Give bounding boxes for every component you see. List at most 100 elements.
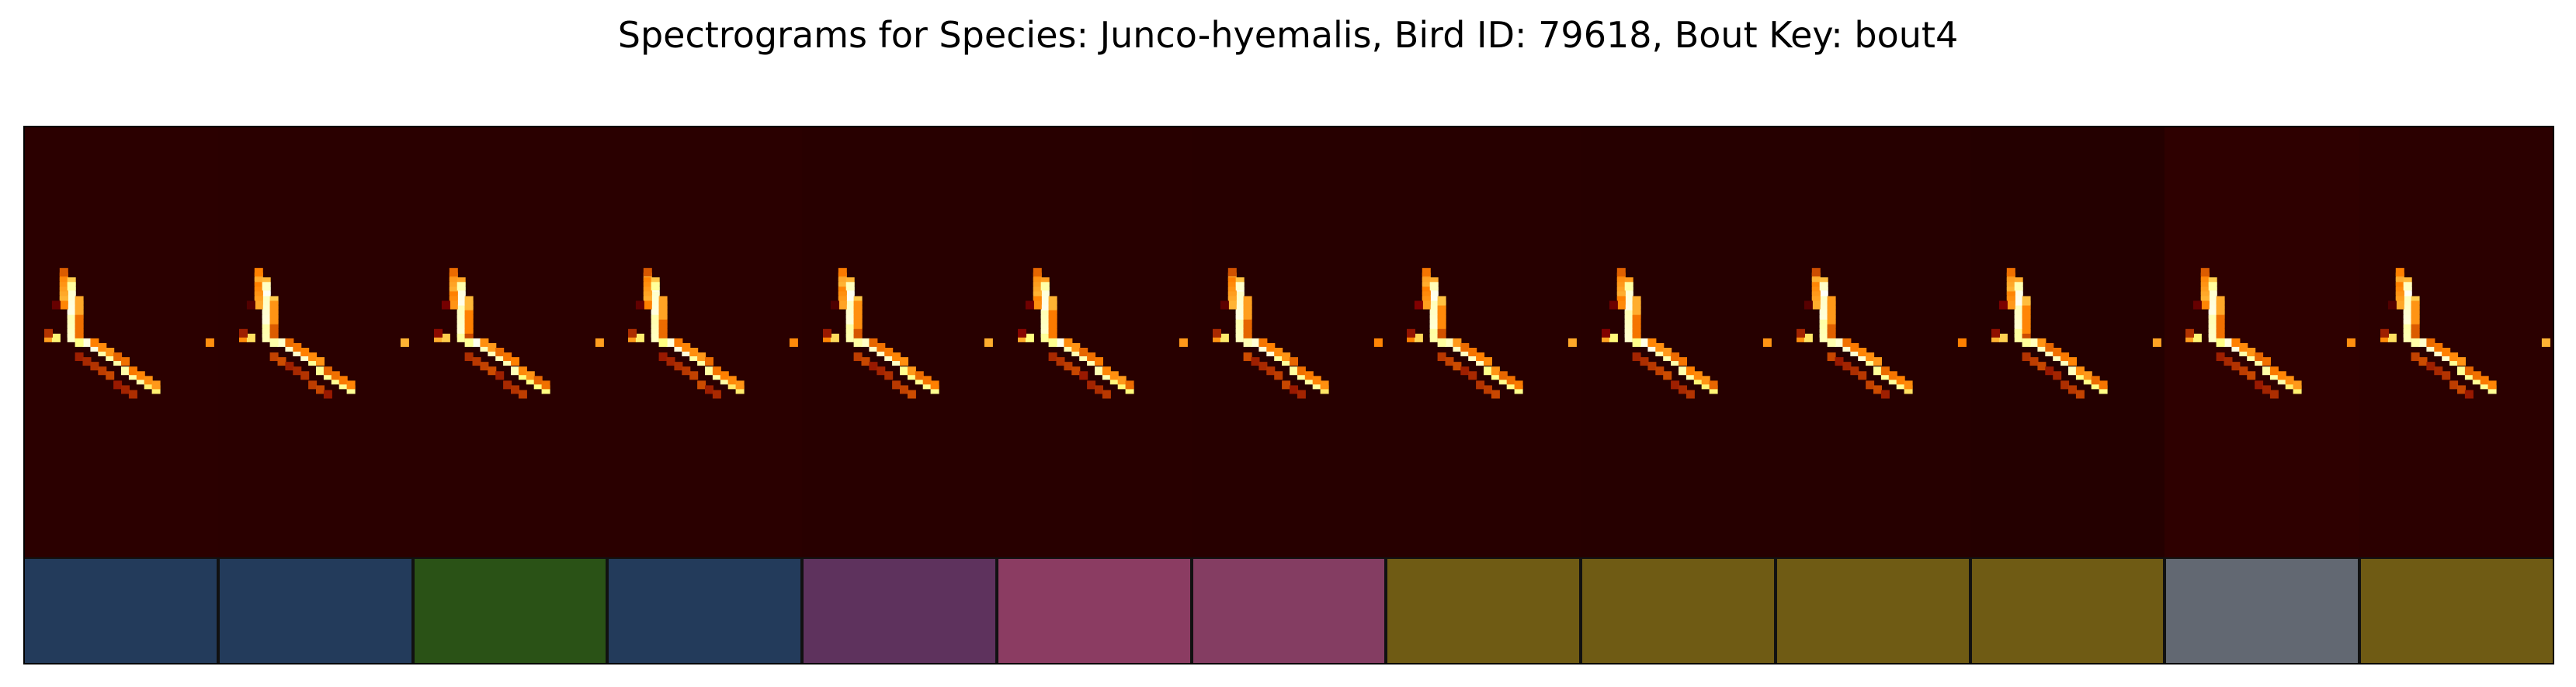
spectrogram-bin <box>239 328 248 338</box>
spectrogram-bin <box>323 390 332 399</box>
spectrogram-bin <box>1040 286 1050 296</box>
spectrogram-bin <box>128 366 137 376</box>
spectrogram-bin <box>1827 338 1836 347</box>
spectrogram-bin <box>853 305 863 314</box>
spectrogram-bin <box>2487 385 2497 394</box>
spectrogram-bin <box>75 324 84 333</box>
spectrogram-bin <box>323 366 332 376</box>
spectrogram-bin <box>1235 291 1245 300</box>
spectrogram-bin <box>658 314 668 324</box>
spectrogram-bin <box>2418 357 2428 366</box>
spectrogram-bin <box>2022 324 2031 333</box>
spectrogram-bin <box>1506 376 1515 385</box>
spectrogram-bin <box>823 328 831 338</box>
cluster-color-cell <box>2165 557 2359 664</box>
spectrogram-bin <box>2403 286 2412 296</box>
spectrogram-bin <box>308 380 318 390</box>
spectrogram-bin <box>67 305 76 314</box>
spectrogram-bin <box>674 362 683 371</box>
spectrogram-bin <box>1701 376 1710 385</box>
spectrogram-bin <box>2216 333 2225 342</box>
spectrogram-bin <box>869 342 878 352</box>
spectrogram-bin <box>845 324 855 333</box>
spectrogram-bin <box>44 333 53 342</box>
spectrogram-bin <box>1320 385 1329 394</box>
spectrogram-bin <box>254 268 263 277</box>
spectrogram-bin <box>464 300 474 310</box>
spectrogram-bin <box>293 342 302 352</box>
spectrogram-bin <box>1866 352 1875 362</box>
spectrogram-bin <box>712 371 721 380</box>
spectrogram-bin <box>861 357 870 366</box>
spectrogram-bin <box>59 282 68 291</box>
spectrogram-bin <box>1243 328 1252 338</box>
spectrogram-bin <box>1624 286 1633 296</box>
spectrogram-bin <box>1624 333 1633 342</box>
spectrogram-bin <box>2068 366 2077 376</box>
spectrogram-bin <box>1880 390 1890 399</box>
spectrogram-bin <box>845 291 855 300</box>
spectrogram-bin <box>1087 357 1096 366</box>
spectrogram-bin <box>1460 348 1470 356</box>
spectrogram-bin <box>823 333 831 342</box>
spectrogram-bin <box>2403 282 2412 291</box>
spectrogram-bin <box>853 328 863 338</box>
spectrogram-bin <box>1079 352 1088 362</box>
spectrogram-bin <box>1297 390 1306 399</box>
spectrogram-bin <box>1827 328 1836 338</box>
spectrogram-bin <box>2014 310 2023 319</box>
spectrogram-bin <box>2037 342 2047 352</box>
spectrogram-bin <box>1297 366 1306 376</box>
spectrogram-bin <box>67 314 76 324</box>
spectrogram-bin <box>1819 314 1828 324</box>
spectrogram-bin <box>300 371 310 380</box>
spectrogram-bin <box>1235 314 1245 324</box>
spectrogram-bin <box>907 390 916 399</box>
spectrogram-bin <box>1251 357 1260 366</box>
spectrogram-bin <box>727 380 737 390</box>
spectrogram-bin <box>674 342 683 352</box>
spectrogram-bin <box>2216 305 2225 314</box>
spectrogram-bin <box>1709 385 1718 394</box>
spectrogram-bin <box>1624 277 1633 286</box>
spectrogram-bin <box>845 328 855 338</box>
spectrogram-bin <box>457 319 466 328</box>
spectrogram-bin <box>75 314 84 324</box>
spectrogram-bin <box>1079 348 1088 356</box>
spectrogram-bin <box>1056 357 1065 366</box>
spectrogram-bin <box>449 291 458 300</box>
spectrogram-bin <box>75 305 84 314</box>
spectrogram-bin <box>1048 305 1057 314</box>
spectrogram-bin <box>2411 305 2420 314</box>
spectrogram-bin <box>1048 333 1057 342</box>
spectrogram-bin <box>1437 314 1446 324</box>
spectrogram-bin <box>2411 310 2420 319</box>
spectrogram-bin <box>2208 314 2217 324</box>
spectrogram-bin <box>1616 300 1626 310</box>
spectrogram-image <box>23 126 218 557</box>
spectrogram-bin <box>845 296 855 305</box>
spectrogram-bin <box>1616 277 1626 286</box>
spectrogram-bin <box>1616 272 1626 282</box>
spectrogram-bin <box>1227 286 1237 296</box>
spectrogram-bin <box>457 310 466 319</box>
spectrogram-bin <box>1048 338 1057 347</box>
spectrogram-bin <box>1258 338 1268 347</box>
spectrogram-bin <box>838 300 847 310</box>
cluster-color-cell <box>1776 557 1970 664</box>
spectrogram-bin <box>269 328 279 338</box>
spectrogram-bin <box>2208 277 2217 286</box>
spectrogram-bin <box>1079 371 1088 380</box>
spectrogram-bin <box>1282 357 1291 366</box>
spectrogram-bin <box>1811 291 1821 300</box>
spectrogram-bin <box>1671 357 1680 366</box>
spectrogram-bin <box>457 314 466 324</box>
spectrogram-bin <box>285 362 294 371</box>
spectrogram-bin <box>2426 342 2435 352</box>
spectrogram-bin <box>457 333 466 342</box>
spectrogram-bin <box>300 348 310 356</box>
spectrogram-bin <box>44 328 53 338</box>
spectrogram-bin <box>628 333 637 342</box>
spectrogram-bin <box>1445 357 1454 366</box>
spectrogram-bin <box>853 333 863 342</box>
